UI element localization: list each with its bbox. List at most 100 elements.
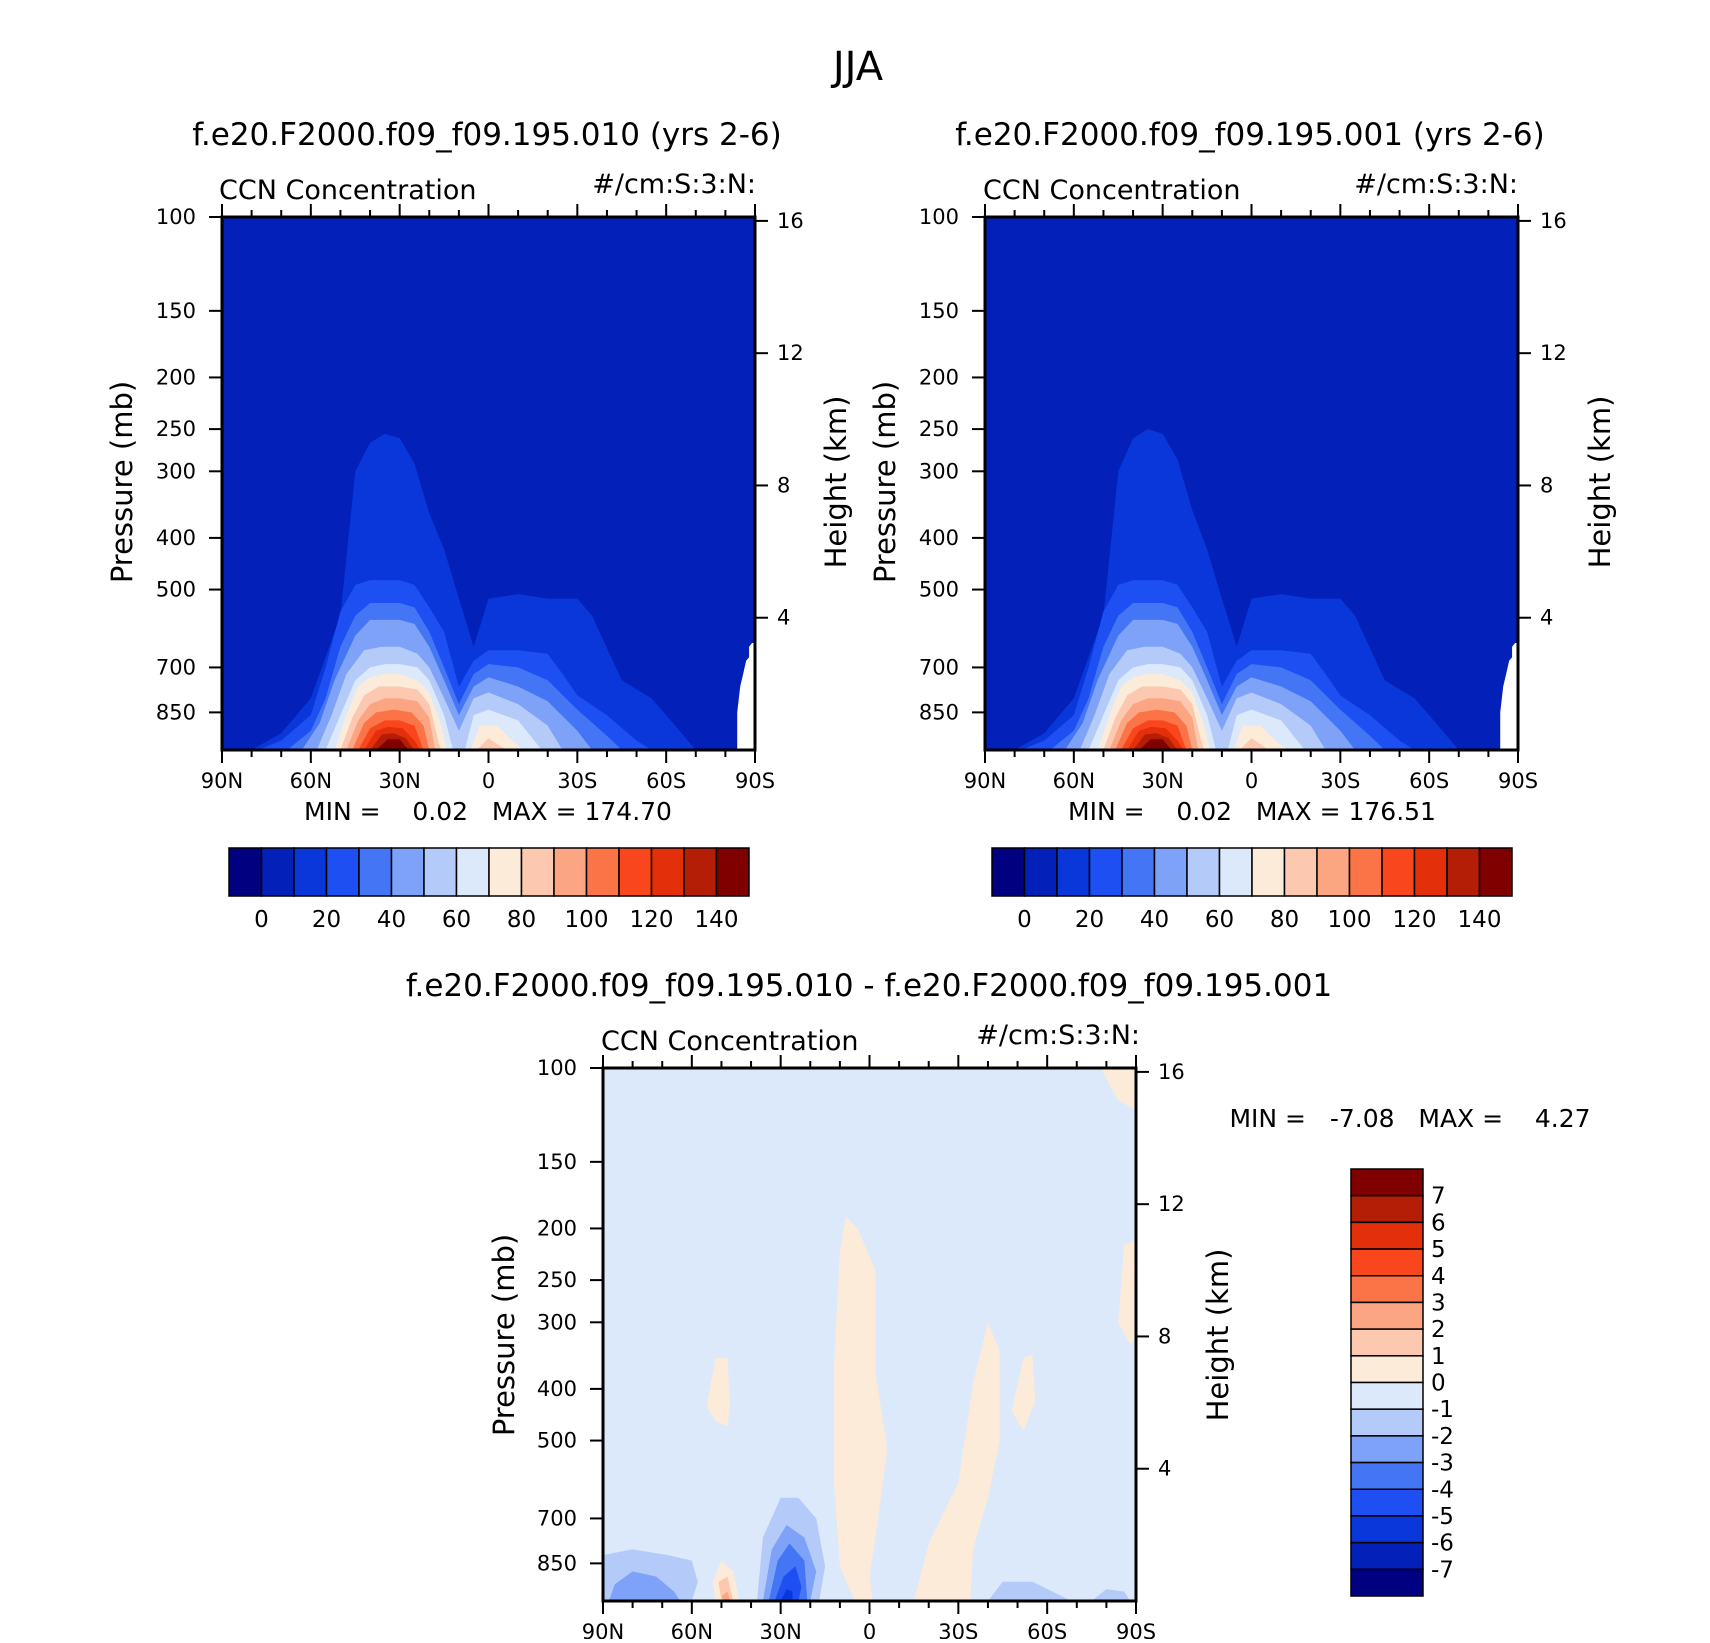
colorbar-box — [1350, 1408, 1424, 1437]
colorbar-label: -5 — [1431, 1504, 1454, 1530]
panel-3-stats: MIN = -7.08 MAX = 4.27 — [1229, 1104, 1590, 1133]
panel-1-plot-area: 90N 60N 30N 0 30S 60S 90S 100 150 200 250 300 400 500… — [156, 204, 804, 793]
panel-1-title: f.e20.F2000.f09_f09.195.010 (yrs 2-6) — [192, 117, 782, 153]
colorbar-label: 20 — [312, 907, 341, 933]
colorbar-box — [650, 847, 685, 897]
colorbar-box — [1283, 847, 1318, 897]
y-right-tick-label: 12 — [777, 341, 804, 365]
x-tick-label: 60S — [1409, 769, 1449, 793]
x-tick-label: 0 — [863, 1620, 876, 1639]
y-tick-label: 700 — [919, 655, 959, 679]
colorbar-label: -4 — [1431, 1477, 1454, 1503]
panel-1-ylabel: Pressure (mb) — [105, 381, 139, 583]
contour-region-17 — [1091, 1589, 1131, 1601]
colorbar-label: 140 — [1458, 907, 1502, 933]
colorbar-box — [1251, 847, 1286, 897]
panel-2-stats: MIN = 0.02 MAX = 176.51 — [1068, 797, 1436, 826]
contour-region-3 — [1011, 1354, 1036, 1432]
colorbar-box — [1350, 1168, 1424, 1197]
y-right-tick-label: 8 — [1540, 473, 1553, 497]
colorbar-label: 60 — [1205, 907, 1234, 933]
colorbar-box — [715, 847, 750, 897]
x-tick-label: 90N — [964, 769, 1006, 793]
colorbar-box — [1350, 1381, 1424, 1410]
x-tick-label: 0 — [1245, 769, 1258, 793]
colorbar-box — [1381, 847, 1416, 897]
y-tick-label: 700 — [537, 1506, 577, 1530]
panel-1-right-string: #/cm:S:3:N: — [592, 169, 756, 200]
colorbar-label: 2 — [1431, 1317, 1446, 1343]
panel-3-ylabel: Pressure (mb) — [487, 1234, 521, 1436]
colorbar-box — [325, 847, 360, 897]
y-right-tick-label: 12 — [1540, 341, 1567, 365]
y-tick-label: 400 — [156, 526, 196, 550]
colorbar-label: 120 — [630, 907, 674, 933]
colorbar-box — [1478, 847, 1513, 897]
y-tick-label: 150 — [919, 299, 959, 323]
x-tick-label: 60S — [1027, 1620, 1067, 1639]
contour-region-8 — [721, 1591, 731, 1601]
colorbar-label: 120 — [1393, 907, 1437, 933]
x-tick-label: 30S — [1320, 769, 1360, 793]
y-tick-label: 700 — [156, 655, 196, 679]
y-tick-label: 100 — [156, 205, 196, 229]
colorbar-label: 40 — [1140, 907, 1169, 933]
y-tick-label: 250 — [537, 1268, 577, 1292]
colorbar-box — [683, 847, 718, 897]
x-tick-label: 90S — [735, 769, 775, 793]
colorbar-box — [553, 847, 588, 897]
x-tick-label: 60N — [290, 769, 332, 793]
colorbar-box — [1350, 1488, 1424, 1517]
colorbar-box — [423, 847, 458, 897]
x-tick-label: 90S — [1116, 1620, 1156, 1639]
colorbar-box — [1316, 847, 1351, 897]
panel-3-left-string: CCN Concentration — [601, 1026, 859, 1057]
x-tick-label: 90S — [1498, 769, 1538, 793]
y-tick-label: 850 — [919, 700, 959, 724]
panel-2-left-string: CCN Concentration — [983, 175, 1241, 206]
y-tick-label: 500 — [919, 578, 959, 602]
missing-data-region — [737, 643, 755, 750]
panel-2-ylabel-right: Height (km) — [1583, 396, 1617, 569]
panel-3-title: f.e20.F2000.f09_f09.195.010 - f.e20.F200… — [406, 968, 1332, 1004]
y-tick-label: 300 — [537, 1310, 577, 1334]
colorbar-box — [1023, 847, 1058, 897]
missing-data-region — [1500, 643, 1518, 750]
colorbar-label: 0 — [1017, 907, 1032, 933]
panel-3-ylabel-right: Height (km) — [1201, 1249, 1235, 1422]
colorbar-label: 6 — [1431, 1210, 1446, 1236]
x-tick-label: 0 — [482, 769, 495, 793]
panel-2: f.e20.F2000.f09_f09.195.001 (yrs 2-6) CC… — [868, 117, 1617, 933]
colorbar-box — [1350, 1568, 1424, 1597]
colorbar-box — [1350, 1194, 1424, 1224]
y-tick-label: 500 — [156, 578, 196, 602]
colorbar-box — [1153, 847, 1188, 897]
panel-2-title: f.e20.F2000.f09_f09.195.001 (yrs 2-6) — [955, 117, 1545, 153]
panel-2-plot-area: 90N 60N 30N 0 30S 60S 90S 100 150 200 250 300 400 500… — [919, 204, 1567, 793]
colorbar-box — [991, 847, 1026, 897]
panel-1-colorbar: 0 20 40 60 80 100 120 140 — [228, 847, 750, 933]
y-tick-label: 500 — [537, 1429, 577, 1453]
x-tick-label: 30S — [557, 769, 597, 793]
x-tick-label: 30N — [378, 769, 420, 793]
colorbar-box — [1350, 1221, 1424, 1250]
y-tick-label: 300 — [919, 459, 959, 483]
y-tick-label: 300 — [156, 459, 196, 483]
colorbar-label: -1 — [1431, 1397, 1454, 1423]
colorbar-box — [1350, 1515, 1424, 1544]
y-right-tick-label: 8 — [777, 473, 790, 497]
contour-region-16 — [987, 1581, 1071, 1601]
colorbar-box — [1446, 847, 1481, 897]
colorbar-box — [228, 847, 263, 897]
panel-3-right-string: #/cm:S:3:N: — [976, 1020, 1140, 1051]
colorbar-box — [1218, 847, 1253, 897]
panel-1: f.e20.F2000.f09_f09.195.010 (yrs 2-6) CC… — [105, 117, 853, 933]
colorbar-label: 40 — [377, 907, 406, 933]
y-tick-label: 850 — [156, 700, 196, 724]
colorbar-box — [358, 847, 393, 897]
colorbar-box — [390, 847, 425, 897]
y-tick-label: 400 — [537, 1377, 577, 1401]
y-tick-label: 200 — [919, 365, 959, 389]
colorbar-label: -6 — [1431, 1531, 1454, 1557]
